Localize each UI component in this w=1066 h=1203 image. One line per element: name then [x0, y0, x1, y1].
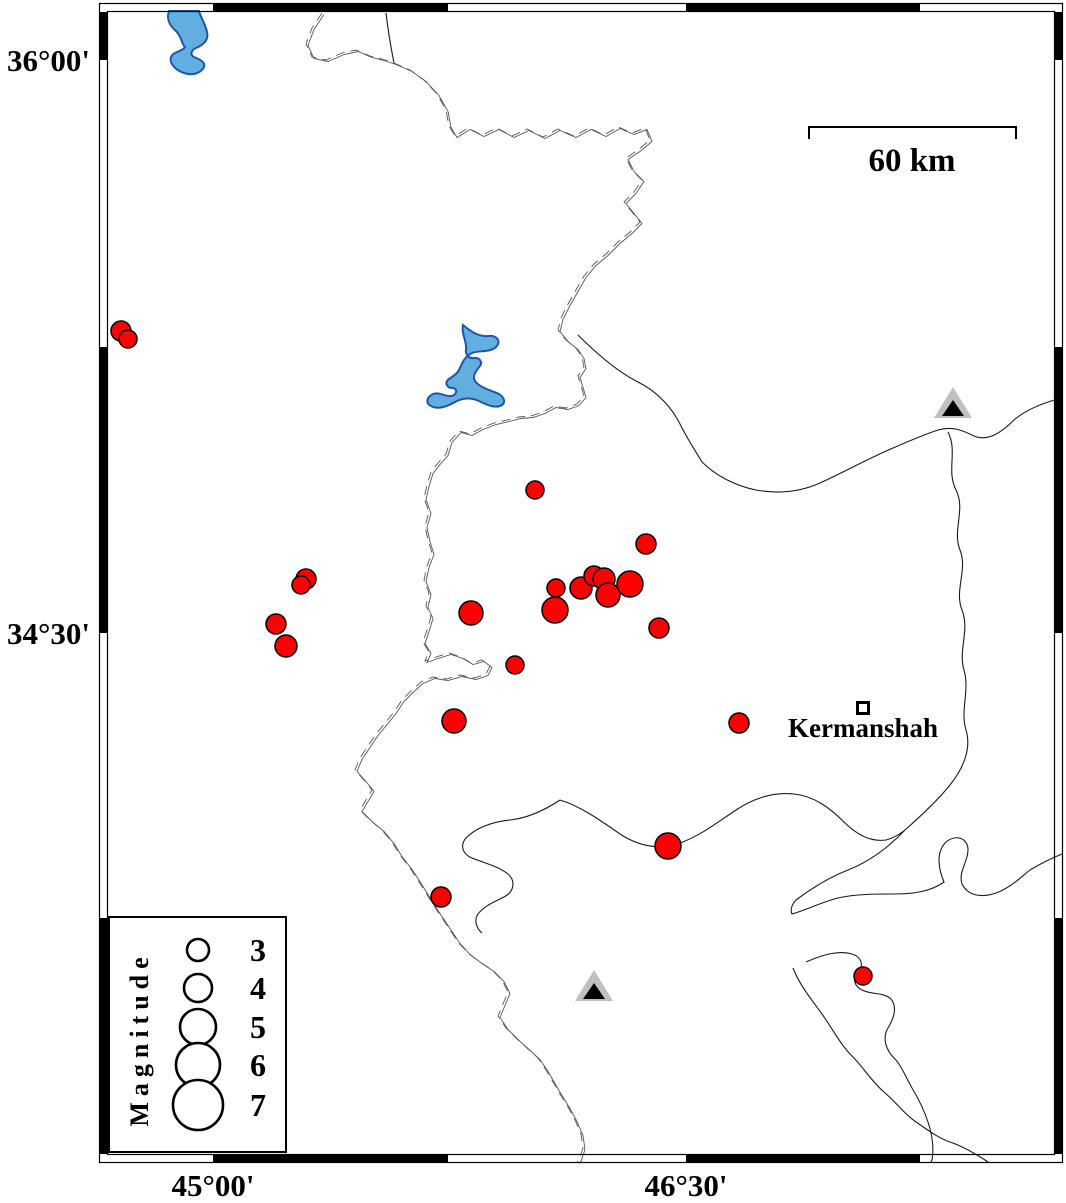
frame-segment	[100, 918, 108, 1154]
lake	[426, 323, 506, 409]
rivers-layer	[385, 12, 1063, 1163]
earthquake-marker	[265, 613, 287, 635]
earthquake-marker	[525, 480, 545, 500]
scale-bar-label: 60 km	[868, 143, 955, 179]
river	[462, 799, 561, 934]
earthquake-marker	[546, 578, 566, 598]
frame-segment	[213, 1155, 448, 1163]
axis-label-bottom-1: 46°30'	[644, 1168, 727, 1203]
frame-segment	[686, 4, 920, 12]
lake	[166, 10, 209, 76]
river	[792, 967, 989, 1163]
earthquake-marker	[595, 582, 621, 608]
river	[385, 12, 395, 64]
earthquakes-layer	[110, 320, 873, 986]
stations-layer	[575, 387, 972, 1001]
border-layer	[305, 12, 653, 1164]
earthquake-marker	[441, 708, 467, 734]
legend-circle	[171, 1078, 225, 1132]
legend-value: 5	[250, 1009, 266, 1045]
frame-segment	[1055, 12, 1063, 60]
city-marker	[856, 701, 870, 715]
frame-segment	[1055, 918, 1063, 1154]
axis-label-bottom-0: 45°00'	[171, 1168, 254, 1203]
station-marker-icon	[942, 400, 964, 416]
earthquake-marker	[654, 832, 682, 860]
river	[559, 793, 906, 848]
frame-segment	[213, 4, 448, 12]
legend-circle	[185, 937, 211, 963]
legend-circle	[178, 1007, 218, 1047]
legend-value: 4	[250, 970, 266, 1006]
earthquake-marker	[291, 575, 311, 595]
river	[805, 952, 934, 1163]
frame-segment	[100, 12, 108, 60]
frame-segment	[1055, 347, 1063, 633]
station-marker-icon	[583, 983, 605, 999]
scale-bar: 60 km	[808, 126, 1017, 179]
earthquake-marker	[505, 655, 525, 675]
earthquake-marker	[853, 966, 873, 986]
earthquake-marker	[274, 634, 298, 658]
earthquake-marker	[648, 617, 670, 639]
river	[577, 334, 1063, 493]
earthquake-marker	[541, 596, 569, 624]
earthquake-marker	[728, 712, 750, 734]
map-frame	[98, 2, 1064, 1164]
earthquake-marker	[635, 533, 657, 555]
axis-labels: 36°00' 34°30' 45°00' 46°30'	[7, 43, 728, 1203]
earthquake-marker	[458, 600, 484, 626]
border-solid-line	[307, 14, 653, 1164]
legend-circle	[182, 972, 214, 1004]
scale-bar-bracket	[808, 126, 1017, 139]
legend-value: 7	[250, 1087, 266, 1123]
frame-segment	[100, 347, 108, 633]
legend-value: 3	[250, 932, 266, 968]
axis-label-left-1: 34°30'	[7, 616, 90, 651]
river	[904, 431, 969, 831]
axis-label-left-0: 36°00'	[7, 43, 90, 78]
lakes-layer	[166, 10, 506, 409]
earthquake-marker	[616, 570, 644, 598]
earthquake-marker	[430, 886, 452, 908]
legend-value: 6	[250, 1047, 266, 1083]
city-group: Kermanshah	[788, 701, 938, 743]
earthquake-marker	[118, 329, 138, 349]
frame-segment	[686, 1155, 920, 1163]
river	[790, 829, 1063, 915]
city-label: Kermanshah	[788, 713, 938, 743]
